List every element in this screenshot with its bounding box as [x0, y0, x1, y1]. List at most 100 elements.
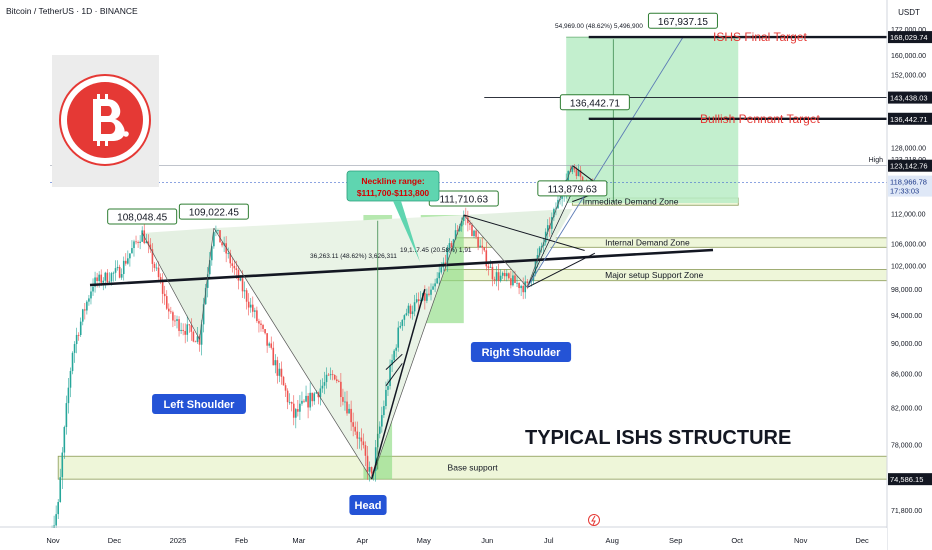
candle-body: [456, 230, 459, 232]
price-badge-text: 143,438.03: [890, 94, 928, 103]
candle-body: [501, 272, 504, 276]
candle-body: [225, 243, 227, 254]
candle-body: [165, 296, 168, 309]
price-label-box: [559, 94, 630, 111]
candle-body: [118, 266, 121, 278]
candle-body: [313, 393, 316, 402]
candle-body: [157, 267, 160, 278]
price-tick: 160,000.00: [891, 53, 926, 60]
candle-body: [483, 247, 486, 251]
candle-body: [106, 272, 109, 283]
candle-body: [59, 477, 62, 503]
candle-body: [534, 261, 537, 275]
currency-label: USDT: [898, 8, 920, 17]
candle-body: [254, 310, 256, 312]
candle-body: [135, 241, 137, 243]
neckline-callout-line1: Neckline range:: [361, 176, 424, 186]
candle-body: [333, 374, 336, 380]
candle-body: [430, 289, 432, 295]
candle-body: [362, 441, 365, 446]
headline: TYPICAL ISHS STRUCTURE: [525, 427, 791, 449]
candle-body: [303, 400, 305, 402]
candle-body: [368, 467, 371, 472]
candle-body: [104, 272, 107, 281]
candle-body: [465, 214, 467, 218]
candle-body: [335, 379, 338, 382]
candle-body: [364, 445, 367, 456]
candle-body: [71, 352, 74, 372]
candle-body: [342, 397, 344, 402]
price-badge-text: 136,442.71: [890, 115, 928, 124]
candle-body: [141, 230, 143, 242]
candle-body: [290, 402, 293, 404]
candle-body: [262, 324, 264, 329]
structure-line: [213, 227, 372, 480]
candle-body: [90, 291, 92, 299]
candle-body: [495, 272, 498, 281]
zone-label-immediate: Immediate Demand Zone: [583, 197, 679, 207]
price-badge: [888, 91, 932, 104]
candle-body: [424, 293, 426, 301]
bitcoin-logo-symbol: [93, 99, 125, 141]
candle-body: [417, 299, 420, 302]
structure-line: [199, 228, 215, 340]
candle-body: [133, 241, 135, 249]
head-area: [213, 214, 464, 480]
candle-body: [198, 336, 201, 345]
candle-body: [307, 395, 309, 408]
candle-body: [124, 260, 127, 264]
candle-body: [489, 266, 492, 268]
month-label: Apr: [356, 536, 368, 545]
bitcoin-logo-tick: [105, 94, 108, 100]
candle-body: [176, 319, 178, 321]
candle-body: [436, 278, 438, 284]
month-label: Jun: [481, 536, 493, 545]
price-tick: 86,000.00: [891, 372, 922, 379]
candle-body: [147, 241, 150, 245]
head-rally-line: [370, 289, 426, 480]
candle-body: [358, 437, 361, 439]
measure-text-head: 36,263.11 (48.62%) 3,626,311: [310, 253, 397, 260]
candle-body: [174, 320, 176, 322]
candle-body: [315, 392, 318, 394]
candle-body: [327, 374, 330, 376]
candle-body: [88, 298, 90, 302]
pennant-target-label: Bullish Pennant Target: [700, 112, 821, 126]
candle-body: [448, 243, 451, 248]
candle-body: [385, 389, 387, 407]
right-shoulder-area: [463, 208, 573, 288]
candle-body: [505, 273, 508, 277]
candle-body: [329, 374, 332, 376]
month-label: 2025: [170, 536, 187, 545]
price-label-text: 167,937.15: [658, 17, 708, 28]
candle-body: [127, 258, 129, 264]
structure-line: [463, 214, 528, 288]
candle-body: [305, 395, 307, 402]
price-label-text: 111,710.63: [439, 194, 488, 205]
candle-body: [245, 290, 248, 302]
candle-body: [409, 305, 412, 315]
candle-body: [301, 400, 303, 404]
candle-body: [151, 249, 154, 264]
price-badge: [888, 112, 932, 125]
candle-body: [233, 265, 236, 269]
candle-body: [399, 325, 402, 328]
month-label: Dec: [855, 536, 869, 545]
candle-body: [280, 368, 283, 377]
target-projection-area: [566, 37, 739, 203]
bitcoin-logo-tick: [105, 140, 108, 146]
price-tick: 112,000.00: [891, 212, 926, 219]
time-axis: [0, 528, 887, 550]
candle-body: [536, 254, 539, 262]
candle-body: [65, 403, 68, 428]
candle-body: [508, 273, 510, 279]
price-badge-text: 123,142.76: [890, 162, 928, 171]
right-shoulder-label-box: [470, 342, 572, 362]
candle-body: [270, 343, 273, 348]
candle-body: [182, 329, 184, 331]
candle-body: [311, 392, 313, 402]
bitcoin-logo-dot: [123, 131, 129, 137]
candle-body: [163, 293, 166, 297]
price-label-text: 109,022.45: [189, 208, 239, 219]
candle-body: [510, 278, 512, 286]
